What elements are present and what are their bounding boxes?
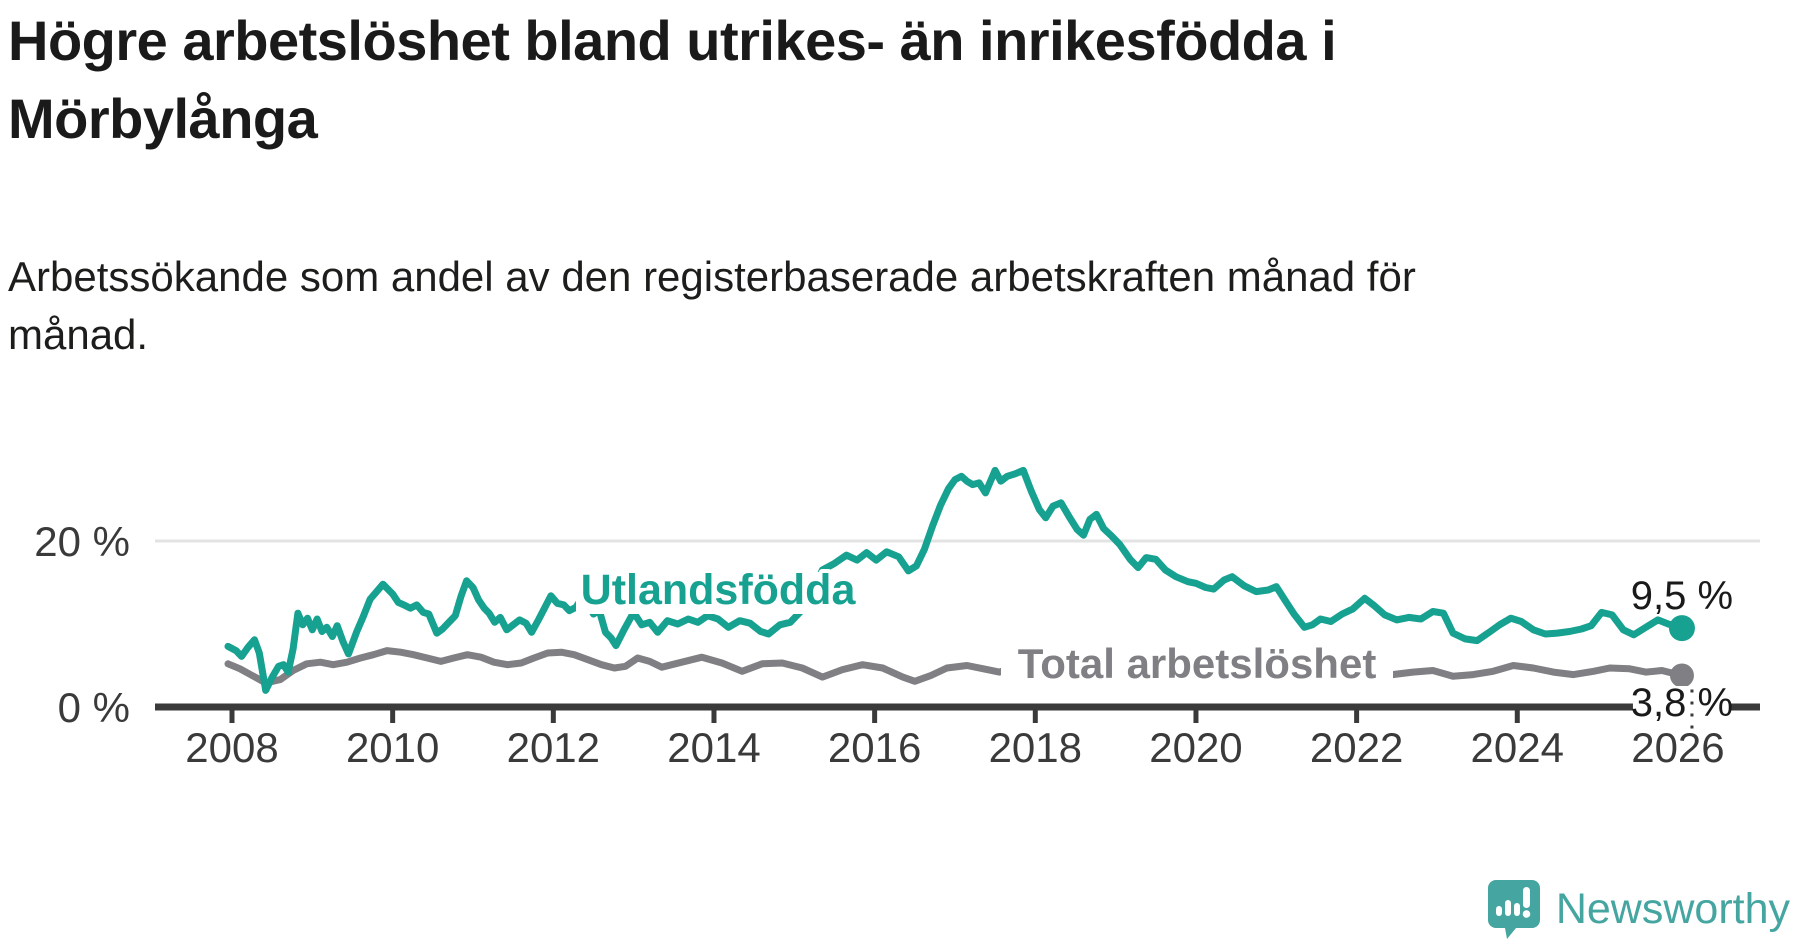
x-tick-label: 2024 (1471, 724, 1564, 771)
chart-title-line-1: Högre arbetslöshet bland utrikes- än inr… (8, 9, 1337, 72)
chart-title-line-2: Mörbylånga (8, 87, 318, 150)
newsworthy-logo-icon (1487, 880, 1540, 939)
bar-icon-tall (1504, 900, 1511, 916)
x-tick-label: 2022 (1310, 724, 1403, 771)
x-tick-label: 2016 (828, 724, 921, 771)
series-label-backing (1001, 644, 1393, 686)
series-line-utlandsfodda (224, 466, 1686, 694)
series-line-total (224, 647, 1686, 687)
chart-title: Högre arbetslöshet bland utrikes- än inr… (8, 2, 1608, 158)
chart-subtitle: Arbetssökande som andel av den registerb… (8, 248, 1508, 364)
x-tick-label: 2026 (1631, 724, 1724, 771)
end-value-label-backing (1632, 686, 1729, 724)
x-tick-label: 2012 (507, 724, 600, 771)
series-label-total: Total arbetslöshet (1018, 640, 1377, 687)
bar-icon-medium (1513, 903, 1520, 916)
brand-name: Newsworthy (1555, 884, 1790, 933)
chart-subtitle-line-1: Arbetssökande som andel av den registerb… (8, 253, 1416, 300)
brand-footer: Newsworthy (1486, 878, 1790, 940)
x-tick-label: 2008 (185, 724, 278, 771)
y-tick-label: 20 % (34, 518, 130, 565)
chart-subtitle-line-2: månad. (8, 311, 149, 358)
exclamation-dot-icon (1522, 910, 1531, 918)
bar-icon-small (1495, 906, 1502, 916)
end-dot-utlandsfodda (1668, 615, 1695, 642)
series-label-backing (576, 572, 860, 614)
end-value-label-total: 3,8 % (1631, 681, 1733, 725)
x-tick-label: 2018 (989, 724, 1082, 771)
series-label-utlandsfodda: Utlandsfödda (581, 566, 857, 614)
x-tick-label: 2010 (346, 724, 439, 771)
y-tick-label: 0 % (58, 684, 130, 731)
end-value-label-utlandsfodda: 9,5 % (1631, 574, 1733, 618)
x-tick-label: 2014 (667, 724, 760, 771)
exclamation-bar-icon (1522, 887, 1530, 908)
x-tick-label: 2020 (1149, 724, 1242, 771)
end-dot-total (1669, 663, 1694, 688)
